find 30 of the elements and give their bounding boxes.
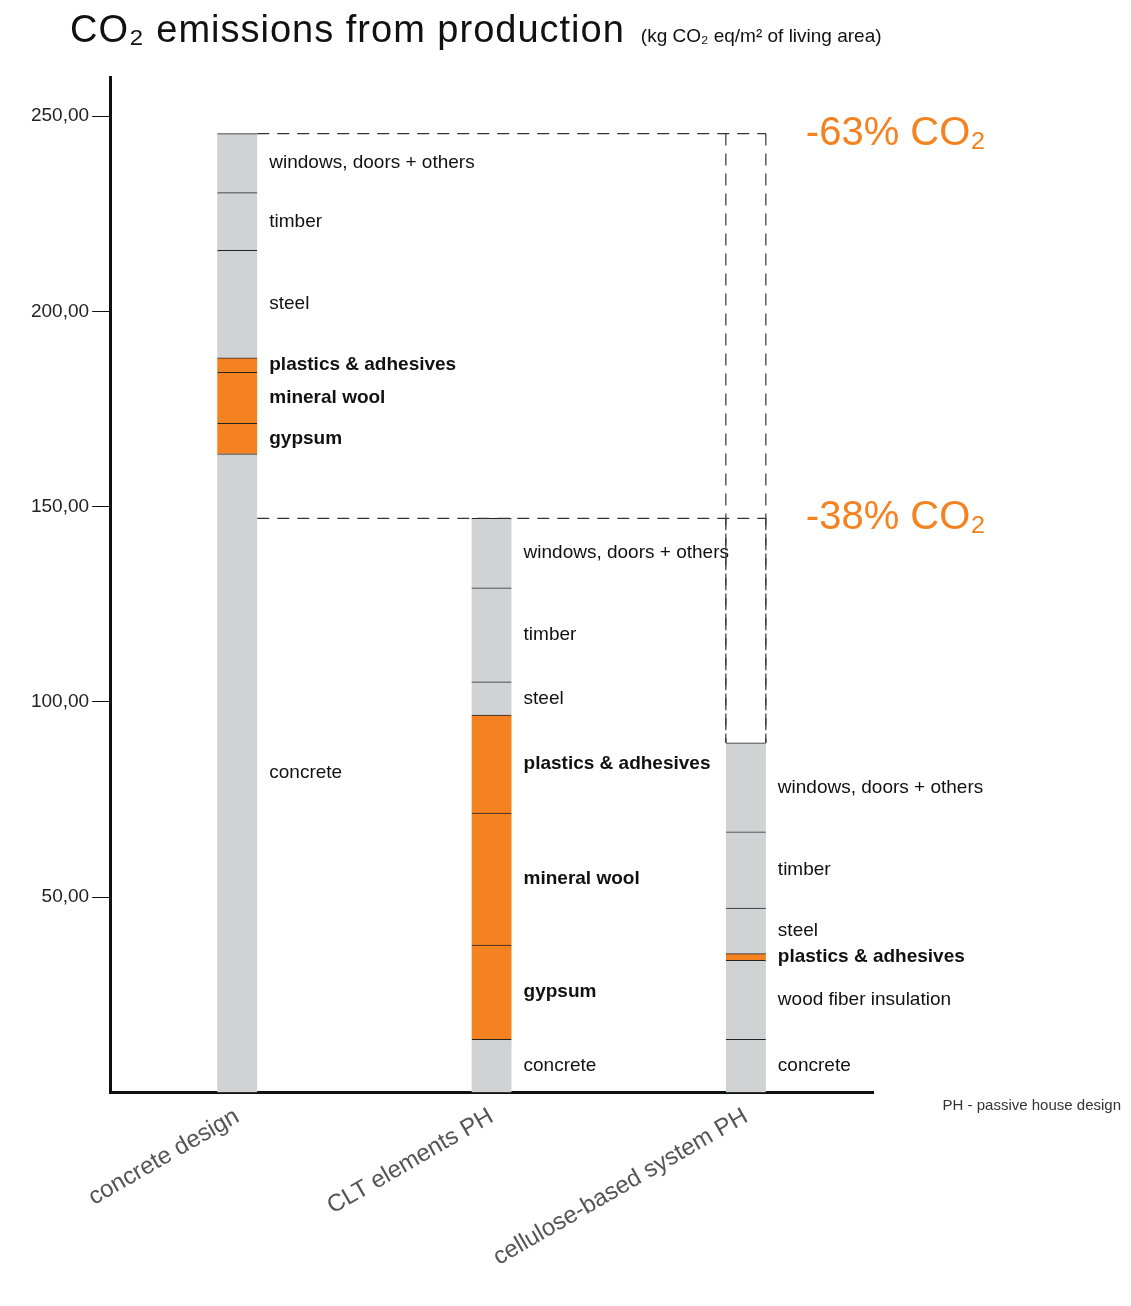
series-label: plastics & adhesives (523, 752, 711, 774)
y-tick-label: 100,00 (30, 690, 90, 712)
text: mineral wool (269, 386, 386, 408)
series-label: steel (523, 686, 564, 708)
text: steel (269, 292, 310, 314)
y-tick-label: 200,00 (30, 299, 90, 321)
ref-line-label: -63% CO₂ (805, 108, 986, 153)
series-label: wood fiber insulation (776, 988, 952, 1010)
text: plastics & adhesives (269, 353, 457, 375)
text: steel (777, 919, 818, 941)
text: timber (269, 209, 323, 231)
chart-title: CO₂ emissions from production (70, 8, 625, 51)
series-label: mineral wool (523, 867, 640, 889)
text: windows, doors + others (777, 775, 984, 797)
chart-subtitle: (kg CO₂ eq/m² of living area) (640, 25, 882, 47)
series-label: gypsum (523, 980, 597, 1002)
y-tick-label: 250,00 (30, 104, 90, 126)
series-label: timber (523, 623, 578, 645)
text: plastics & adhesives (777, 945, 965, 967)
text: timber (777, 858, 831, 880)
text: concrete (269, 761, 343, 783)
text: concrete (777, 1054, 851, 1076)
series-label: concrete (523, 1054, 597, 1076)
ref-line-label: -38% CO₂ (805, 493, 986, 538)
series-label: windows, doors + others (522, 541, 729, 563)
text: gypsum (269, 426, 343, 448)
y-tick-label: 150,00 (30, 494, 90, 516)
y-tick-label: 50,00 (41, 885, 90, 907)
text: PH - passive house design (942, 1095, 1121, 1113)
text: windows, doors + others (269, 151, 475, 173)
